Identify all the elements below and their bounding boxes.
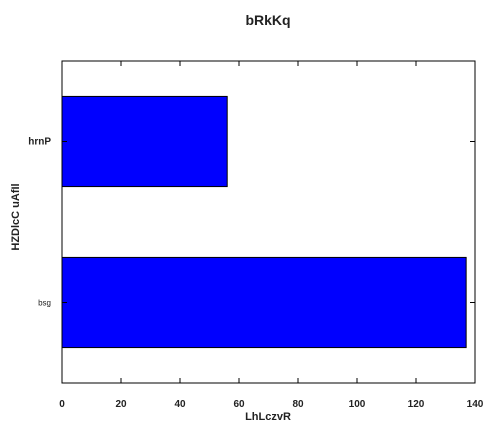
bar-hrnP xyxy=(61,95,228,188)
plot-frame xyxy=(61,60,476,384)
x-tick-label: 40 xyxy=(174,399,186,410)
x-axis-label: LhLczvR xyxy=(245,411,291,423)
y-axis-label: HZDlcC uAfIl xyxy=(10,183,22,250)
y-tick-label: bsg xyxy=(38,299,51,308)
bar-bsg xyxy=(61,256,467,349)
x-tick-label: 80 xyxy=(292,399,304,410)
x-tick-label: 140 xyxy=(467,399,484,410)
plot-area: bsg hrnP 0 20 40 60 80 100 120 140 xyxy=(28,60,484,410)
chart-title: bRkKq xyxy=(245,12,290,28)
x-tick-label: 0 xyxy=(59,399,65,410)
x-tick-label: 20 xyxy=(115,399,127,410)
y-tick-label: hrnP xyxy=(28,137,51,148)
x-tick-label: 100 xyxy=(349,399,366,410)
x-tick-label: 120 xyxy=(408,399,425,410)
x-tick-label: 60 xyxy=(233,399,245,410)
